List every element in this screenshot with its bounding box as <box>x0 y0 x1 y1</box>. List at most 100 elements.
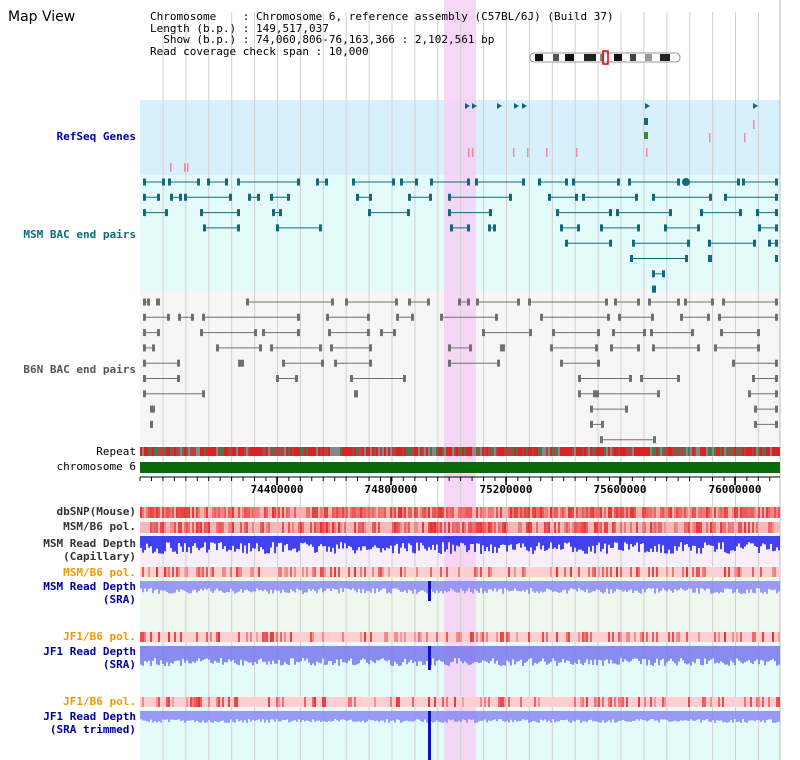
msm-depth-sra <box>150 581 152 588</box>
msm-pol-sra-strip-cell <box>652 567 654 577</box>
msm-depth-capillary <box>674 536 676 547</box>
msm-pol-strip-cell <box>374 522 376 533</box>
msm-bac-pair-end <box>165 209 168 217</box>
msm-depth-capillary <box>734 536 736 551</box>
msm-depth-capillary <box>494 536 496 547</box>
msm-bac-pair-end <box>653 285 656 293</box>
b6n-bac-pair-end <box>326 313 329 321</box>
dbsnp-strip-cell <box>394 507 396 518</box>
repeat-element <box>634 447 636 456</box>
jf1-depth-sra-trimmed <box>308 711 310 722</box>
jf1-depth-sra-trimmed <box>644 711 646 721</box>
jf1-depth-sra-trimmed <box>238 711 240 722</box>
msm-depth-capillary <box>154 536 156 552</box>
repeat-element <box>684 447 686 456</box>
jf1-depth-sra-trimmed <box>156 711 158 723</box>
msm-depth-sra <box>260 581 262 590</box>
track-label-jf1-depth-1[interactable]: JF1 Read Depth <box>43 645 136 658</box>
msm-pol-strip-cell <box>740 522 742 533</box>
track-label-msm-bac[interactable]: MSM BAC end pairs <box>23 228 136 241</box>
jf1-depth-sra <box>234 646 236 663</box>
jf1-depth-sra <box>646 646 648 666</box>
msm-depth-sra <box>210 581 212 592</box>
msm-depth-capillary <box>376 536 378 548</box>
repeat-element <box>272 447 274 456</box>
dbsnp-strip-cell <box>684 507 686 518</box>
repeat-element <box>474 447 476 456</box>
jf1-depth-sra <box>726 646 728 665</box>
msm-depth-sra <box>526 581 528 590</box>
msm-depth-capillary <box>268 536 270 554</box>
msm-depth-sra <box>520 581 522 592</box>
msm-depth-sra <box>388 581 390 593</box>
msm-depth-sra <box>564 581 566 590</box>
msm-pol-strip-cell <box>200 522 202 533</box>
jf1-pol-strip-2-cell <box>462 697 464 707</box>
track-label-dbsnp[interactable]: dbSNP(Mouse) <box>56 505 136 518</box>
jf1-depth-sra <box>342 646 344 663</box>
repeat-element <box>408 447 410 456</box>
jf1-depth-sra <box>334 646 336 664</box>
repeat-element <box>228 447 230 456</box>
msm-pol-strip-cell <box>564 522 566 533</box>
jf1-pol-strip-1-cell <box>698 632 700 642</box>
msm-pol-strip-cell <box>738 522 740 533</box>
track-label-refseq[interactable]: RefSeq Genes <box>56 130 136 143</box>
track-label-jf1-depth-2[interactable]: JF1 Read Depth <box>43 710 136 723</box>
dbsnp-strip-cell <box>278 507 280 518</box>
jf1-pol-strip-1-cell <box>180 632 182 642</box>
msm-depth-capillary <box>396 536 398 544</box>
msm-pol-sra-strip-cell <box>696 567 698 577</box>
msm-depth-sra <box>282 581 284 590</box>
chromosome-label: Chromosome <box>150 10 217 23</box>
b6n-bac-pair-end <box>241 359 244 367</box>
jf1-depth-sra <box>152 646 154 661</box>
jf1-depth-sra <box>456 646 458 664</box>
msm-depth-capillary <box>714 536 716 552</box>
msm-depth-sra <box>438 581 440 593</box>
msm-depth-sra <box>732 581 734 594</box>
repeat-element <box>266 447 268 456</box>
jf1-depth-sra-trimmed <box>754 711 756 722</box>
jf1-depth-sra-trimmed <box>246 711 248 723</box>
msm-depth-capillary <box>450 536 452 554</box>
jf1-depth-sra <box>284 646 286 663</box>
msm-depth-capillary <box>286 536 288 544</box>
repeat-element <box>510 447 512 456</box>
track-label-msm-pol[interactable]: MSM/B6 pol. <box>63 520 136 533</box>
msm-pol-strip-cell <box>320 522 322 533</box>
jf1-depth-sra-trimmed <box>706 711 708 719</box>
track-label-b6n-bac[interactable]: B6N BAC end pairs <box>23 363 136 376</box>
b6n-bac-pair-end <box>191 313 194 321</box>
jf1-depth-sra <box>304 646 306 661</box>
jf1-pol-strip-1-cell <box>264 632 266 642</box>
msm-depth-capillary <box>360 536 362 551</box>
msm-pol-strip-cell <box>208 522 210 533</box>
dbsnp-strip-cell <box>762 507 764 518</box>
jf1-depth-sra <box>380 646 382 660</box>
b6n-bac-pair-end <box>259 344 262 352</box>
msm-depth-sra <box>316 581 318 594</box>
jf1-depth-sra <box>282 646 284 665</box>
track-label-jf1-pol-1[interactable]: JF1/B6 pol. <box>63 630 136 643</box>
track-label-msm-depth-cap[interactable]: MSM Read Depth <box>43 537 136 550</box>
jf1-depth-sra <box>360 646 362 660</box>
msm-depth-capillary <box>634 536 636 546</box>
dbsnp-strip-cell <box>378 507 380 518</box>
jf1-depth-sra <box>700 646 702 665</box>
dbsnp-strip-cell <box>390 507 392 518</box>
repeat-element <box>178 447 180 456</box>
repeat-element <box>622 447 624 456</box>
jf1-depth-sra-trimmed <box>476 711 478 723</box>
msm-depth-capillary <box>682 536 684 552</box>
msm-bac-pair-end <box>467 224 470 232</box>
msm-depth-capillary <box>262 536 264 550</box>
track-label-jf1-pol-2[interactable]: JF1/B6 pol. <box>63 695 136 708</box>
msm-pol-sra-strip-cell <box>176 567 178 577</box>
track-label-msm-pol-sra[interactable]: MSM/B6 pol. <box>63 566 136 579</box>
msm-bac-pair-end <box>392 178 395 186</box>
msm-depth-sra <box>326 581 328 589</box>
track-label-msm-depth-sra[interactable]: MSM Read Depth <box>43 580 136 593</box>
jf1-depth-sra-trimmed <box>546 711 548 723</box>
msm-depth-capillary <box>608 536 610 545</box>
